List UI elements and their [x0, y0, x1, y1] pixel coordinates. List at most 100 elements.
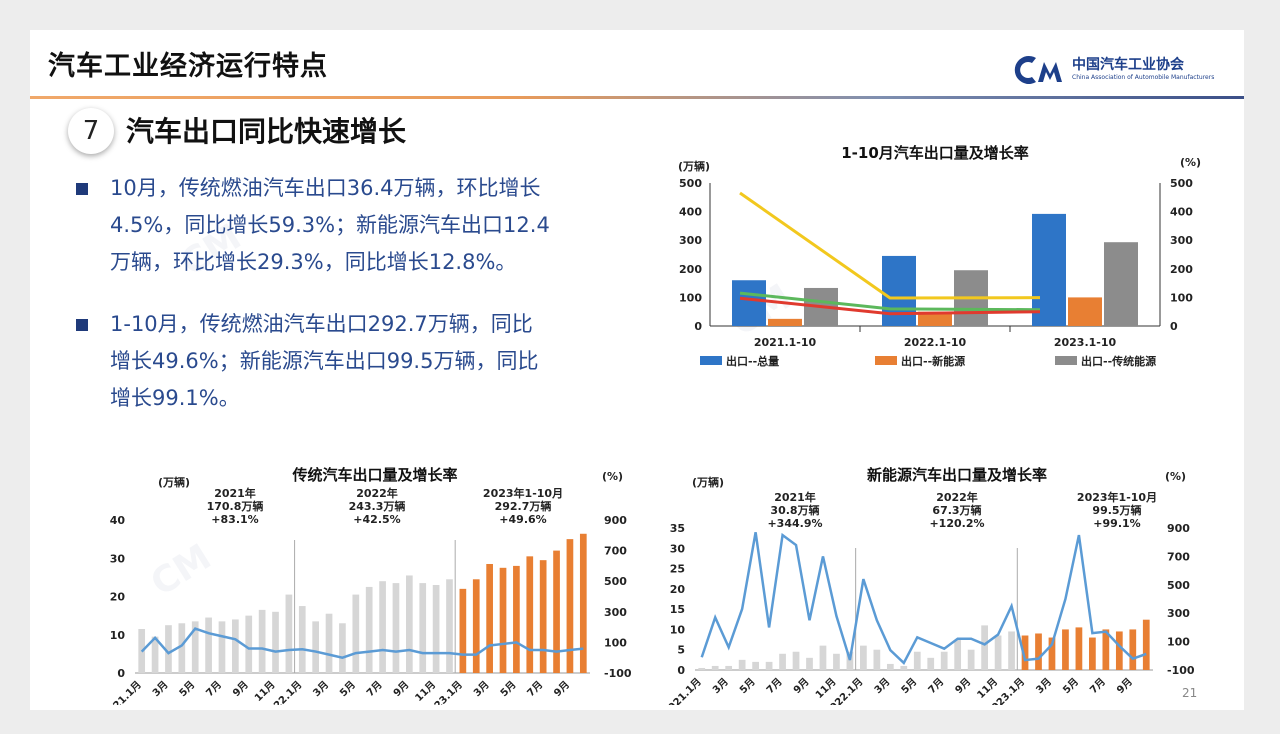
x-tick-label: 2021.1月 [101, 679, 144, 705]
annotation-text: +99.1% [1093, 517, 1140, 530]
page-title: 汽车工业经济运行特点 [48, 51, 328, 82]
bullet-text: 10月，传统燃油汽车出口36.4万辆，环比增长 4.5%，同比增长59.3%；新… [110, 170, 670, 281]
y-axis-label: (万辆) [692, 475, 724, 489]
y-tick-label: 500 [679, 177, 702, 190]
bar [1008, 631, 1015, 670]
x-tick-label: 9月 [230, 679, 250, 699]
bar [1142, 619, 1150, 670]
annotation-text: 2021年 [214, 486, 256, 500]
bar [285, 594, 293, 673]
chart-title: 新能源汽车出口量及增长率 [867, 466, 1047, 484]
bar [312, 621, 320, 673]
bar [165, 625, 172, 673]
y2-tick-label: 0 [1170, 320, 1178, 333]
x-tick-label: 2022.1-10 [904, 336, 967, 349]
bar [940, 651, 948, 670]
bullet-line: 增长99.1%。 [110, 386, 240, 410]
y-tick-label: 10 [670, 623, 686, 636]
y2-tick-label: 300 [1170, 234, 1193, 247]
x-tick-label: 7月 [204, 679, 224, 699]
x-tick-label: 2021.1月 [661, 676, 704, 705]
x-tick-label: 11月 [413, 679, 438, 704]
bar [732, 280, 766, 326]
bar [1068, 297, 1102, 326]
bar [566, 539, 574, 673]
bar [752, 661, 759, 670]
series-line [739, 296, 1041, 316]
logo-mark-icon [1014, 56, 1062, 84]
y-tick-label: 30 [110, 552, 126, 565]
bar [272, 611, 279, 673]
bar [218, 621, 226, 673]
chart-traditional-export: 传统汽车出口量及增长率 (万辆) (%) 0 10 20 30 40 -100 100 300 500… [101, 466, 632, 705]
chart-title: 传统汽车出口量及增长率 [291, 466, 457, 484]
bar [860, 645, 867, 670]
legend-label: 出口--总量 [726, 354, 779, 368]
y2-tick-label: 100 [1170, 291, 1193, 304]
x-tick-label: 5月 [177, 679, 197, 699]
bullet-text: 1-10月，传统燃油汽车出口292.7万辆，同比 增长49.6%；新能源汽车出口… [110, 306, 670, 417]
bar [954, 639, 962, 670]
bar [900, 665, 908, 670]
annotation-text: 67.3万辆 [932, 503, 981, 517]
legend-label: 出口--新能源 [901, 354, 965, 368]
bar [191, 621, 199, 673]
bar [579, 533, 587, 673]
bar [1062, 629, 1069, 670]
bar [711, 665, 719, 670]
bar [967, 649, 975, 670]
bar [432, 585, 440, 673]
x-tick-label: 2021.1-10 [754, 336, 817, 349]
y-tick-label: 40 [110, 514, 126, 527]
chart-nev-export: 新能源汽车出口量及增长率 (万辆) (%) 0 5 10 15 20 25 30 35 -100 100… [661, 466, 1195, 705]
bar [446, 579, 453, 673]
y-axis-label: (万辆) [678, 159, 710, 173]
y2-axis-label: (%) [1180, 156, 1201, 169]
x-tick-label: 9月 [552, 679, 572, 699]
bar [846, 651, 854, 670]
y-tick-label: 30 [670, 542, 686, 555]
bar [765, 661, 773, 670]
bar [833, 653, 840, 670]
bar [339, 623, 346, 673]
x-tick-label: 9月 [1114, 676, 1134, 696]
y2-tick-label: 500 [1170, 177, 1193, 190]
x-tick-label: 7月 [764, 676, 784, 696]
legend-swatch [700, 356, 722, 365]
bar [882, 255, 916, 326]
bar [486, 563, 493, 673]
bar [913, 651, 921, 670]
bar [792, 651, 800, 670]
y-tick-label: 10 [110, 629, 126, 642]
x-tick-label: 5月 [498, 679, 518, 699]
y2-tick-label: 300 [604, 606, 627, 619]
bar [553, 550, 560, 673]
x-tick-label: 9月 [791, 676, 811, 696]
chart-export-summary: 1-10月汽车出口量及增长率 (万辆) (%) 0 100 200 300 400 500 0 10… [678, 144, 1201, 368]
annotation-text: +344.9% [767, 517, 822, 530]
bar [806, 657, 813, 670]
bar [513, 565, 520, 673]
bullet-line: 1-10月，传统燃油汽车出口292.7万辆，同比 [110, 312, 533, 336]
annotation-text: 243.3万辆 [349, 499, 406, 513]
bar [981, 625, 988, 670]
x-tick-label: 2023.1-10 [1054, 336, 1117, 349]
annotation-text: 30.8万辆 [770, 503, 819, 517]
bar [1115, 631, 1123, 670]
y2-axis-label: (%) [602, 470, 623, 483]
bar [1035, 633, 1042, 670]
y-tick-label: 35 [670, 522, 685, 535]
x-tick-label: 3月 [710, 676, 730, 696]
bar [1129, 629, 1137, 670]
bullet-2: 1-10月，传统燃油汽车出口292.7万辆，同比 增长49.6%；新能源汽车出口… [76, 306, 636, 421]
y2-tick-label: 700 [604, 545, 627, 558]
y-tick-label: 400 [679, 206, 702, 219]
series-line [739, 291, 1041, 312]
y2-tick-label: 100 [604, 636, 627, 649]
y-tick-label: 100 [679, 291, 702, 304]
x-tick-label: 5月 [1061, 676, 1081, 696]
bullet-line: 10月，传统燃油汽车出口36.4万辆，环比增长 [110, 176, 541, 200]
y-tick-label: 20 [110, 591, 126, 604]
y2-tick-label: 200 [1170, 263, 1193, 276]
annotation-text: 170.8万辆 [207, 499, 264, 513]
